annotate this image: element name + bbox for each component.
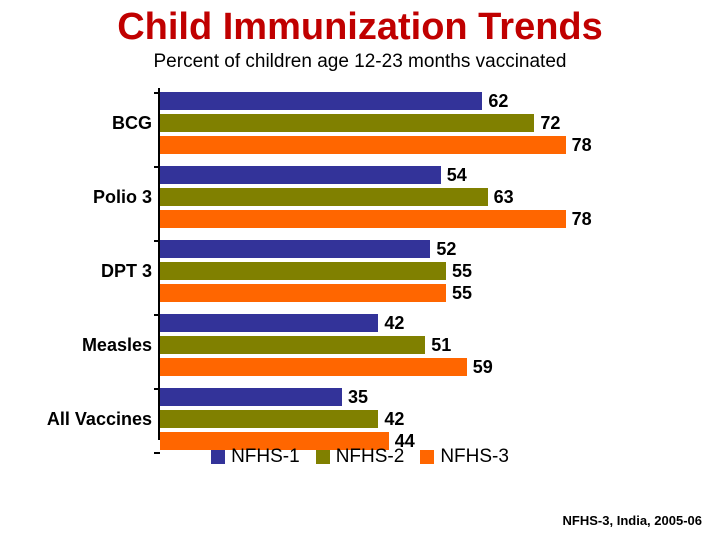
chart-title: Child Immunization Trends: [0, 0, 720, 49]
bar-value: 54: [447, 166, 467, 184]
axis-tick: [154, 240, 160, 242]
bar-value: 55: [452, 284, 472, 302]
bar-value: 62: [488, 92, 508, 110]
legend-item: NFHS-3: [420, 446, 509, 468]
category-label: Measles: [40, 336, 152, 354]
bar-value: 78: [572, 136, 592, 154]
plot-region: 627278546378525555425159354244: [158, 88, 678, 440]
category-label: All Vaccines: [40, 410, 152, 428]
chart-area: 627278546378525555425159354244 NFHS-1NFH…: [40, 88, 680, 478]
axis-tick: [154, 166, 160, 168]
legend-label: NFHS-2: [336, 446, 405, 468]
bar-value: 72: [540, 114, 560, 132]
bar-value: 42: [384, 314, 404, 332]
legend: NFHS-1 NFHS-2 NFHS-3: [40, 446, 680, 470]
bar-value: 35: [348, 388, 368, 406]
bar: [160, 136, 566, 154]
category-label: Polio 3: [40, 188, 152, 206]
bar-value: 78: [572, 210, 592, 228]
bar: [160, 336, 425, 354]
chart-subtitle: Percent of children age 12-23 months vac…: [0, 51, 720, 73]
legend-swatch: [211, 450, 225, 464]
legend-swatch: [420, 450, 434, 464]
axis-tick: [154, 92, 160, 94]
category-label: DPT 3: [40, 262, 152, 280]
bar-value: 42: [384, 410, 404, 428]
bar: [160, 240, 430, 258]
bar-value: 63: [494, 188, 514, 206]
bar: [160, 166, 441, 184]
legend-label: NFHS-1: [231, 446, 300, 468]
legend-item: NFHS-1: [211, 446, 300, 468]
bar: [160, 188, 488, 206]
bar: [160, 262, 446, 280]
bar: [160, 114, 534, 132]
bar: [160, 358, 467, 376]
axis-tick: [154, 314, 160, 316]
bar: [160, 410, 378, 428]
bar-value: 52: [436, 240, 456, 258]
bar: [160, 388, 342, 406]
category-label: BCG: [40, 114, 152, 132]
bar: [160, 210, 566, 228]
axis-tick: [154, 388, 160, 390]
bar-value: 59: [473, 358, 493, 376]
bar-value: 51: [431, 336, 451, 354]
source-note: NFHS-3, India, 2005-06: [563, 513, 702, 528]
bar: [160, 284, 446, 302]
legend-swatch: [316, 450, 330, 464]
legend-label: NFHS-3: [440, 446, 509, 468]
bar: [160, 92, 482, 110]
legend-item: NFHS-2: [316, 446, 405, 468]
bar: [160, 314, 378, 332]
bar-value: 55: [452, 262, 472, 280]
